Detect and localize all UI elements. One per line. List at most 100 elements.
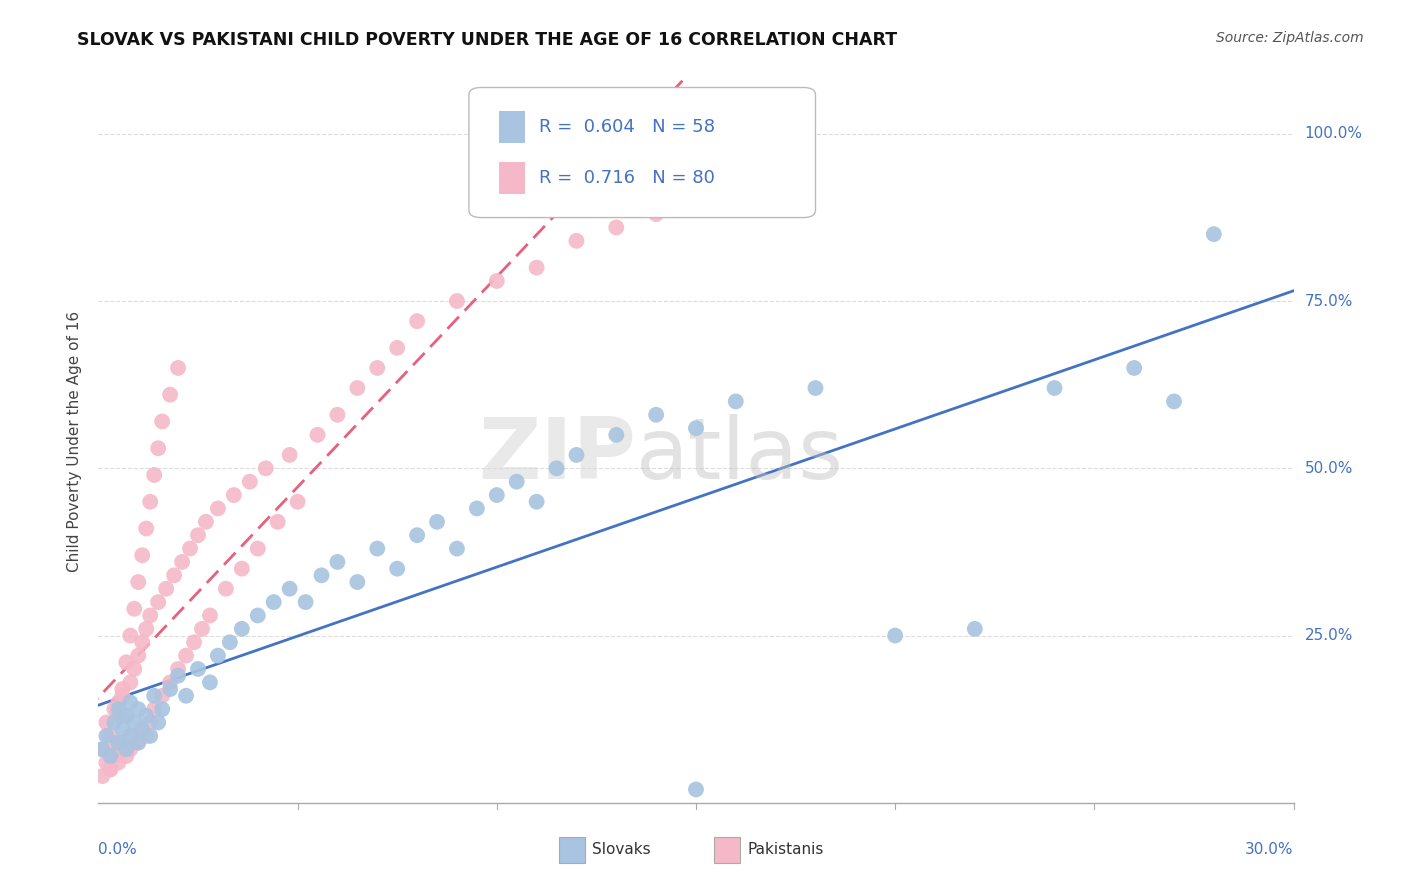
Text: 75.0%: 75.0% [1305, 293, 1353, 309]
Text: 25.0%: 25.0% [1305, 628, 1353, 643]
Point [159, 387, 181, 401]
Point [546, 461, 568, 475]
Point [219, 635, 242, 649]
Point [120, 742, 142, 756]
Point [267, 515, 290, 529]
Point [120, 628, 142, 642]
Point [124, 715, 146, 730]
Point [406, 528, 429, 542]
Point [215, 582, 238, 596]
FancyBboxPatch shape [499, 111, 524, 144]
Point [96, 715, 118, 730]
Point [98, 762, 122, 776]
Point [111, 689, 134, 703]
Point [91, 769, 114, 783]
Point [183, 635, 205, 649]
Point [263, 595, 285, 609]
Point [159, 675, 181, 690]
Point [163, 568, 186, 582]
Point [103, 702, 125, 716]
Point [426, 515, 449, 529]
Point [150, 689, 173, 703]
Point [278, 448, 301, 462]
Point [526, 494, 548, 508]
FancyBboxPatch shape [558, 838, 585, 863]
Point [111, 735, 134, 749]
Point [187, 528, 209, 542]
Point [506, 475, 529, 489]
Point [231, 622, 253, 636]
Point [139, 608, 162, 623]
Point [139, 729, 162, 743]
Point [148, 715, 170, 730]
Point [124, 602, 146, 616]
Point [103, 735, 125, 749]
Point [127, 702, 149, 716]
Point [124, 662, 146, 676]
Point [366, 541, 388, 556]
Point [111, 681, 134, 696]
Point [565, 448, 588, 462]
Point [96, 756, 118, 770]
Point [143, 702, 166, 716]
Point [346, 381, 368, 395]
Point [485, 274, 508, 288]
Point [135, 521, 157, 535]
Point [115, 749, 138, 764]
Point [127, 648, 149, 663]
Point [198, 675, 221, 690]
Point [107, 742, 129, 756]
Point [287, 494, 309, 508]
Y-axis label: Child Poverty Under the Age of 16: Child Poverty Under the Age of 16 [66, 311, 82, 572]
Point [187, 662, 209, 676]
Point [1202, 227, 1225, 242]
Point [174, 689, 197, 703]
Point [98, 729, 122, 743]
Point [278, 582, 301, 596]
Point [107, 708, 129, 723]
Point [231, 562, 253, 576]
Point [346, 575, 368, 590]
Point [385, 562, 409, 576]
Text: Source: ZipAtlas.com: Source: ZipAtlas.com [1216, 31, 1364, 45]
Point [326, 408, 349, 422]
Point [724, 394, 747, 409]
Point [148, 442, 170, 455]
FancyBboxPatch shape [499, 161, 524, 194]
Point [246, 608, 269, 623]
Point [207, 501, 229, 516]
Point [135, 729, 157, 743]
Text: atlas: atlas [637, 415, 844, 498]
Point [139, 494, 162, 508]
Point [207, 648, 229, 663]
Point [605, 427, 627, 442]
Point [1163, 394, 1185, 409]
Point [406, 314, 429, 328]
Text: 50.0%: 50.0% [1305, 461, 1353, 475]
Point [107, 756, 129, 770]
Point [963, 622, 986, 636]
Point [446, 541, 468, 556]
Point [127, 735, 149, 749]
Point [115, 742, 138, 756]
Point [131, 723, 153, 737]
Text: 100.0%: 100.0% [1305, 127, 1362, 141]
Point [167, 669, 190, 683]
Point [446, 294, 468, 309]
Point [143, 689, 166, 703]
Point [191, 622, 214, 636]
Point [115, 708, 138, 723]
Point [98, 749, 122, 764]
Text: Pakistanis: Pakistanis [748, 842, 824, 857]
Point [127, 735, 149, 749]
Point [135, 622, 157, 636]
Point [307, 427, 329, 442]
Point [485, 488, 508, 502]
Point [254, 461, 277, 475]
Point [148, 595, 170, 609]
Point [366, 361, 388, 376]
Point [246, 541, 269, 556]
Point [385, 341, 409, 355]
Point [195, 515, 218, 529]
Point [98, 762, 122, 776]
